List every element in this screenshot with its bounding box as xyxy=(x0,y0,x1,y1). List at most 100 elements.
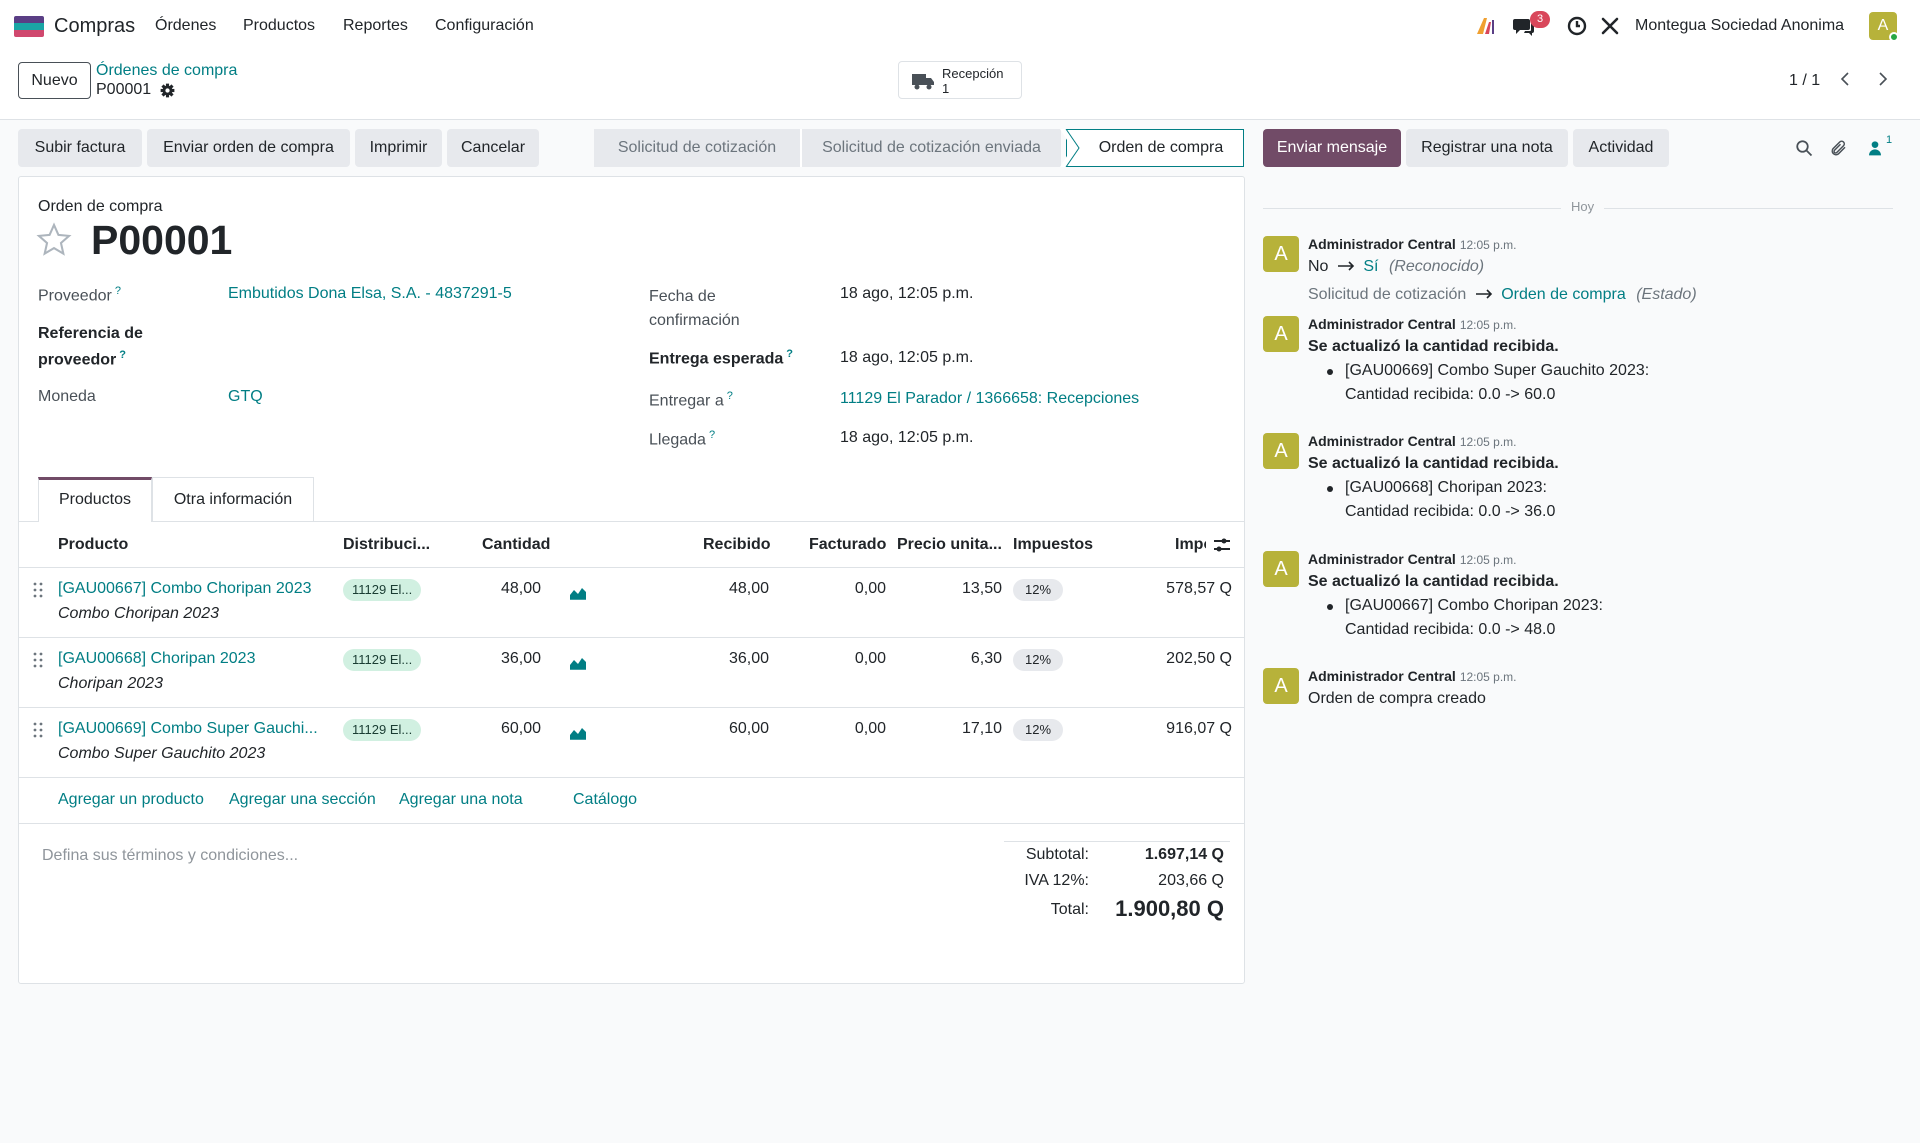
col-received[interactable]: Recibido xyxy=(703,536,771,553)
chatter-message: A Administrador Central 12:05 p.m. Orden … xyxy=(1263,668,1893,718)
forecast-chart-icon[interactable] xyxy=(569,656,587,670)
breadcrumb-current: P00001 xyxy=(96,81,152,98)
product-description: Combo Choripan 2023 xyxy=(58,605,219,622)
add-lines-row: Agregar un producto Agregar una sección … xyxy=(19,778,1244,824)
drag-handle-icon[interactable] xyxy=(33,722,43,738)
add-product-link[interactable]: Agregar un producto xyxy=(58,791,204,808)
column-settings-icon[interactable] xyxy=(1213,537,1231,553)
menu-ordenes[interactable]: Órdenes xyxy=(155,17,217,34)
upload-invoice-button[interactable]: Subir factura xyxy=(18,129,142,167)
search-icon[interactable] xyxy=(1795,139,1813,157)
pager-next-button[interactable] xyxy=(1865,65,1901,95)
distribution-tag[interactable]: 11129 El... xyxy=(343,649,422,671)
help-mark[interactable]: ? xyxy=(708,429,716,441)
paperclip-icon[interactable] xyxy=(1830,138,1848,158)
gear-icon[interactable] xyxy=(160,83,175,98)
stage-rfq-sent[interactable]: Solicitud de cotización enviada xyxy=(800,129,1061,167)
received-cell[interactable]: 48,00 xyxy=(728,580,769,597)
author-avatar[interactable]: A xyxy=(1263,433,1299,469)
col-invoiced[interactable]: Facturado xyxy=(809,536,887,553)
drag-handle-icon[interactable] xyxy=(33,582,43,598)
table-row[interactable]: [GAU00668] Choripan 2023 Choripan 2023 1… xyxy=(19,638,1244,708)
author-avatar[interactable]: A xyxy=(1263,551,1299,587)
table-row[interactable]: [GAU00669] Combo Super Gauchi... Combo S… xyxy=(19,708,1244,778)
catalog-link[interactable]: Catálogo xyxy=(573,791,638,808)
menu-configuracion[interactable]: Configuración xyxy=(435,17,534,34)
stage-purchase-order[interactable]: Orden de compra xyxy=(1066,129,1244,167)
stage-rfq[interactable]: Solicitud de cotización xyxy=(594,129,800,167)
drag-handle-icon[interactable] xyxy=(33,652,43,668)
help-mark[interactable]: ? xyxy=(114,285,121,297)
star-icon[interactable] xyxy=(35,221,73,259)
currency-field[interactable]: GTQ xyxy=(228,388,263,405)
new-button[interactable]: Nuevo xyxy=(18,62,91,99)
expected-arrival-field[interactable]: 18 ago, 12:05 p.m. xyxy=(840,349,974,366)
quantity-cell[interactable]: 60,00 xyxy=(500,720,541,737)
unit-price-cell[interactable]: 6,30 xyxy=(970,650,1002,667)
table-row[interactable]: [GAU00667] Combo Choripan 2023 Combo Cho… xyxy=(19,568,1244,638)
distribution-tag[interactable]: 11129 El... xyxy=(343,579,422,601)
add-note-link[interactable]: Agregar una nota xyxy=(399,791,523,808)
arrow-right-icon xyxy=(1475,289,1492,299)
help-mark[interactable]: ? xyxy=(119,349,126,361)
help-mark[interactable]: ? xyxy=(786,348,794,360)
app-name[interactable]: Compras xyxy=(54,15,136,37)
unit-price-cell[interactable]: 13,50 xyxy=(961,580,1002,597)
vendor-ref-input[interactable] xyxy=(228,325,608,349)
menu-productos[interactable]: Productos xyxy=(243,17,316,34)
clock-icon[interactable] xyxy=(1565,14,1589,38)
quantity-cell[interactable]: 36,00 xyxy=(500,650,541,667)
author-avatar[interactable]: A xyxy=(1263,236,1299,272)
confirmation-date-field[interactable]: 18 ago, 12:05 p.m. xyxy=(840,285,974,302)
pager-previous-button[interactable] xyxy=(1827,65,1863,95)
col-taxes[interactable]: Impuestos xyxy=(1013,536,1094,553)
author-avatar[interactable]: A xyxy=(1263,316,1299,352)
distribution-tag[interactable]: 11129 El... xyxy=(343,719,422,741)
send-message-button[interactable]: Enviar mensaje xyxy=(1263,129,1401,167)
received-cell[interactable]: 60,00 xyxy=(728,720,769,737)
tax-tag[interactable]: 12% xyxy=(1013,719,1064,741)
receipt-smart-button[interactable]: Recepción 1 xyxy=(898,61,1022,99)
breadcrumb-parent[interactable]: Órdenes de compra xyxy=(96,62,238,79)
follower-icon[interactable] xyxy=(1867,139,1883,157)
activity-button[interactable]: Actividad xyxy=(1573,129,1669,167)
forecast-chart-icon[interactable] xyxy=(569,586,587,600)
purchase-app-icon[interactable] xyxy=(14,16,44,37)
help-mark[interactable]: ? xyxy=(726,390,733,402)
received-cell[interactable]: 36,00 xyxy=(728,650,769,667)
deliver-to-field[interactable]: 11129 El Parador / 1366658: Recepciones xyxy=(840,390,1140,407)
vendor-field[interactable]: Embutidos Dona Elsa, S.A. - 4837291-5 xyxy=(228,285,512,302)
send-po-button[interactable]: Enviar orden de compra xyxy=(147,129,350,167)
ai-icon[interactable] xyxy=(1474,14,1498,38)
add-section-link[interactable]: Agregar una sección xyxy=(229,791,376,808)
tax-tag[interactable]: 12% xyxy=(1013,579,1064,601)
unit-price-cell[interactable]: 17,10 xyxy=(961,720,1002,737)
forecast-chart-icon[interactable] xyxy=(569,726,587,740)
bullet xyxy=(1327,486,1333,492)
menu-reportes[interactable]: Reportes xyxy=(343,17,408,34)
product-link[interactable]: [GAU00668] Choripan 2023 xyxy=(58,650,256,667)
chevron-left-icon xyxy=(1840,71,1849,86)
print-button[interactable]: Imprimir xyxy=(355,129,442,167)
tab-other-info[interactable]: Otra información xyxy=(152,477,314,521)
company-name[interactable]: Montegua Sociedad Anonima xyxy=(1635,17,1845,34)
pager-value[interactable]: 1 / 1 xyxy=(1789,72,1821,89)
quantity-cell[interactable]: 48,00 xyxy=(500,580,541,597)
col-product[interactable]: Producto xyxy=(58,536,129,553)
tools-icon[interactable] xyxy=(1598,14,1622,38)
tracking-line: Solicitud de cotización Orden de compra … xyxy=(1308,286,1697,303)
col-quantity[interactable]: Cantidad xyxy=(482,536,551,553)
chat-icon[interactable] xyxy=(1512,14,1536,38)
cancel-button[interactable]: Cancelar xyxy=(447,129,539,167)
tax-tag[interactable]: 12% xyxy=(1013,649,1064,671)
terms-input[interactable]: Defina sus términos y condiciones... xyxy=(42,847,299,864)
col-unit-price[interactable]: Precio unita... xyxy=(897,536,1002,553)
log-note-button[interactable]: Registrar una nota xyxy=(1406,129,1568,167)
tab-products[interactable]: Productos xyxy=(38,477,152,522)
product-link[interactable]: [GAU00669] Combo Super Gauchi... xyxy=(58,720,318,737)
product-link[interactable]: [GAU00667] Combo Choripan 2023 xyxy=(58,580,312,597)
arrival-field[interactable]: 18 ago, 12:05 p.m. xyxy=(840,429,974,446)
col-distribution[interactable]: Distribuci... xyxy=(343,536,431,553)
col-amount[interactable]: Impo xyxy=(1175,536,1206,553)
author-avatar[interactable]: A xyxy=(1263,668,1299,704)
